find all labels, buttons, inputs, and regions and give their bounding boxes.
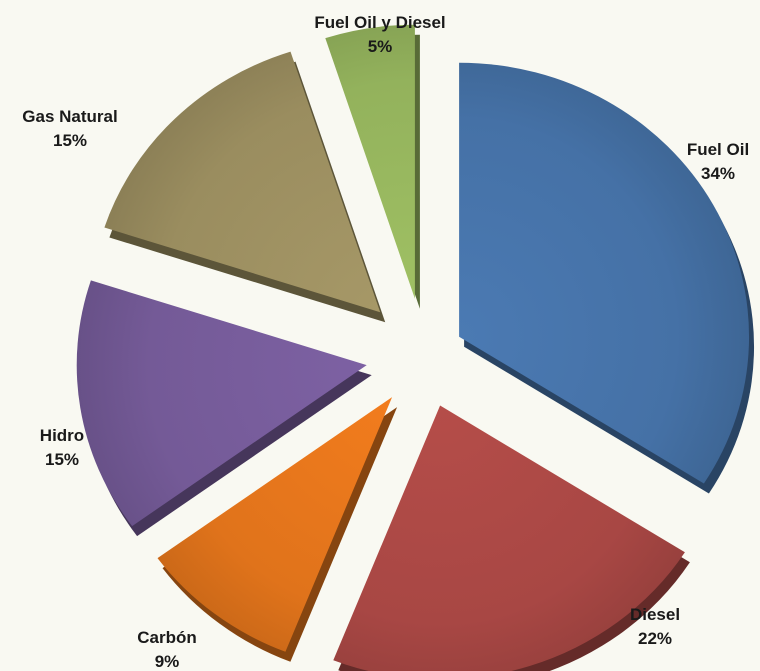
- slice-gas-natural-face: [104, 51, 381, 313]
- slice-category-label: Fuel Oil: [687, 140, 749, 159]
- slice-category-label: Carbón: [137, 628, 197, 647]
- slice-value-label: 9%: [155, 652, 180, 671]
- slice-category-label: Gas Natural: [22, 107, 117, 126]
- slice-label-carbon: Carbón 9%: [137, 628, 197, 671]
- slice-carbon: [157, 397, 398, 662]
- slice-carbon-face: [157, 397, 393, 652]
- pie-slices: [76, 24, 755, 671]
- slice-fuel-oil-y-diesel: [325, 24, 420, 309]
- slice-fuel-oil-y-diesel-face: [325, 24, 415, 299]
- slice-label-fuel-oil-y-diesel: Fuel Oil y Diesel 5%: [314, 13, 445, 56]
- slice-category-label: Diesel: [630, 605, 680, 624]
- slice-diesel-face: [333, 405, 685, 671]
- slice-label-diesel: Diesel 22%: [630, 605, 680, 648]
- slice-fuel-oil: [459, 62, 755, 494]
- slice-value-label: 34%: [701, 164, 735, 183]
- slice-fuel-oil-face: [459, 62, 750, 484]
- slice-category-label: Fuel Oil y Diesel: [314, 13, 445, 32]
- slice-value-label: 5%: [368, 37, 393, 56]
- slice-hidro: [76, 280, 372, 537]
- slice-value-label: 15%: [45, 450, 79, 469]
- slice-label-fuel-oil: Fuel Oil 34%: [687, 140, 749, 183]
- slice-hidro-face: [76, 280, 367, 527]
- slice-diesel: [333, 405, 690, 671]
- slice-gas-natural: [104, 51, 386, 323]
- slice-value-label: 22%: [638, 629, 672, 648]
- slice-category-label: Hidro: [40, 426, 84, 445]
- pie-labels: Fuel Oil 34%Diesel 22%Carbón 9%Hidro 15%Gas …: [22, 13, 749, 671]
- slice-value-label: 15%: [53, 131, 87, 150]
- slice-label-gas-natural: Gas Natural 15%: [22, 107, 117, 150]
- slice-label-hidro: Hidro 15%: [40, 426, 84, 469]
